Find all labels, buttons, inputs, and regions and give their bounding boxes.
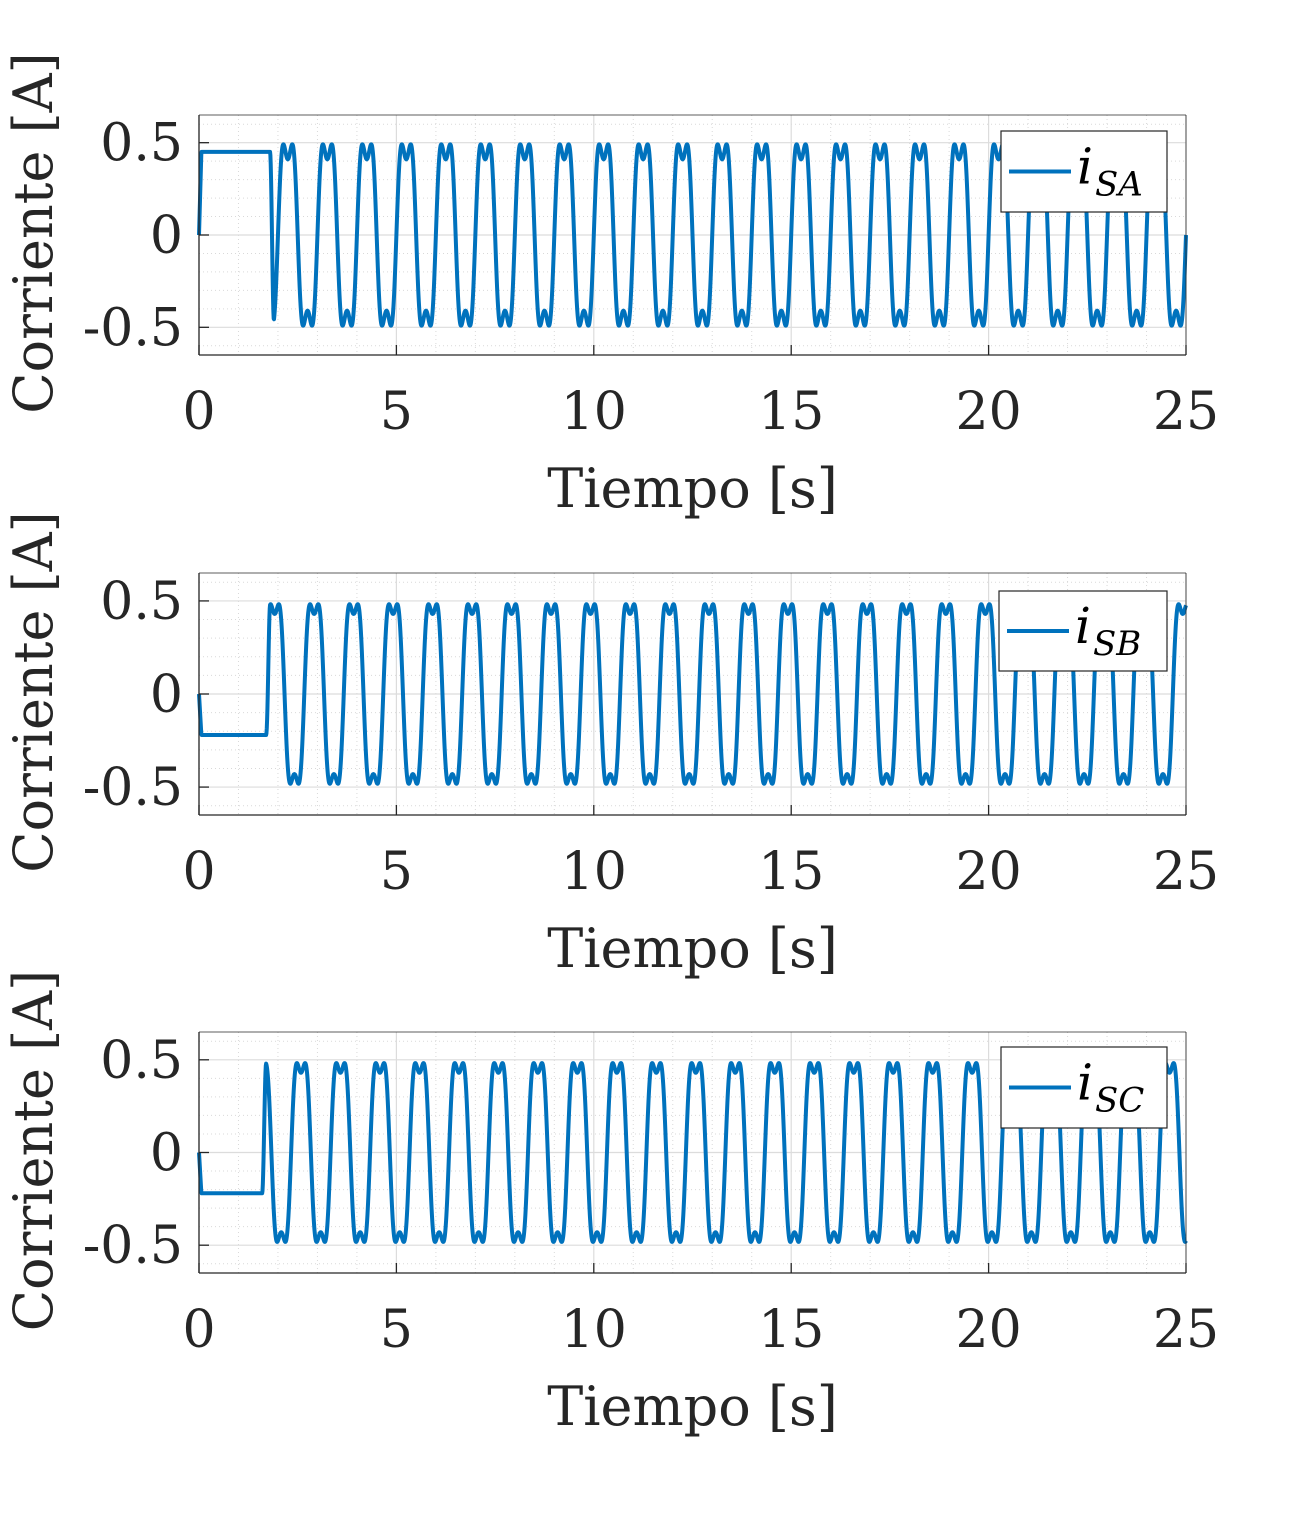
x-tick-label: 20 [956,1300,1022,1360]
x-tick-label: 5 [380,1300,413,1360]
y-tick-label: 0 [150,665,183,725]
legend-entry-main: i [1077,1054,1093,1112]
subplot-2: 0 5 10 15 20 25 -0.5 0 0.5 Tiempo [s] Corriente [A… [2,511,1219,980]
y-tick-label: -0.5 [83,758,183,818]
legend-entry-subscript: SC [1095,1081,1144,1121]
legend-entry: iSC [1077,1054,1144,1121]
subplot-1: 0 5 10 15 20 25 -0.5 0 0.5 Tiempo [s] Corriente [A… [2,52,1219,520]
x-tick-label: 20 [956,382,1022,442]
y-tick-label: 0 [150,206,183,266]
legend: iSB [998,590,1168,672]
y-axis-label: Corriente [A] [2,970,65,1331]
x-axis-label: Tiempo [s] [547,917,838,980]
x-tick-label: 10 [561,382,627,442]
x-tick-label: 20 [956,842,1022,902]
x-tick-label: 5 [380,842,413,902]
x-tick-label: 25 [1153,382,1219,442]
x-axis-label: Tiempo [s] [547,1375,838,1438]
y-tick-label: 0.5 [100,114,183,174]
legend-entry-main: i [1077,138,1093,196]
x-tick-label: 15 [758,842,824,902]
legend-entry-main: i [1075,597,1091,655]
y-tick-label: -0.5 [83,298,183,358]
y-tick-label: 0.5 [100,572,183,632]
subplot-3: 0 5 10 15 20 25 -0.5 0 0.5 Tiempo [s] Corriente [A… [2,970,1219,1438]
y-tick-label: 0 [150,1124,183,1184]
x-axis-label: Tiempo [s] [547,457,838,520]
y-axis-label: Corriente [A] [2,511,65,872]
x-tick-label: 5 [380,382,413,442]
series-line-sa [197,142,1188,328]
x-tick-label: 25 [1153,842,1219,902]
x-tick-label: 10 [561,842,627,902]
series-line-sc [197,1061,1188,1244]
y-tick-label: -0.5 [83,1216,183,1276]
legend-entry-subscript: SB [1093,624,1141,664]
y-tick-label: 0.5 [100,1031,183,1091]
x-tick-label: 0 [182,382,215,442]
y-axis-label: Corriente [A] [2,52,65,413]
legend-entry: iSB [1075,597,1141,664]
x-tick-label: 10 [561,1300,627,1360]
x-tick-label: 15 [758,382,824,442]
x-tick-label: 0 [182,842,215,902]
x-tick-label: 25 [1153,1300,1219,1360]
legend: iSA [1000,130,1168,213]
legend-entry: iSA [1077,138,1143,205]
x-tick-label: 15 [758,1300,824,1360]
legend: iSC [1000,1046,1168,1129]
legend-entry-subscript: SA [1095,165,1143,205]
x-tick-label: 0 [182,1300,215,1360]
